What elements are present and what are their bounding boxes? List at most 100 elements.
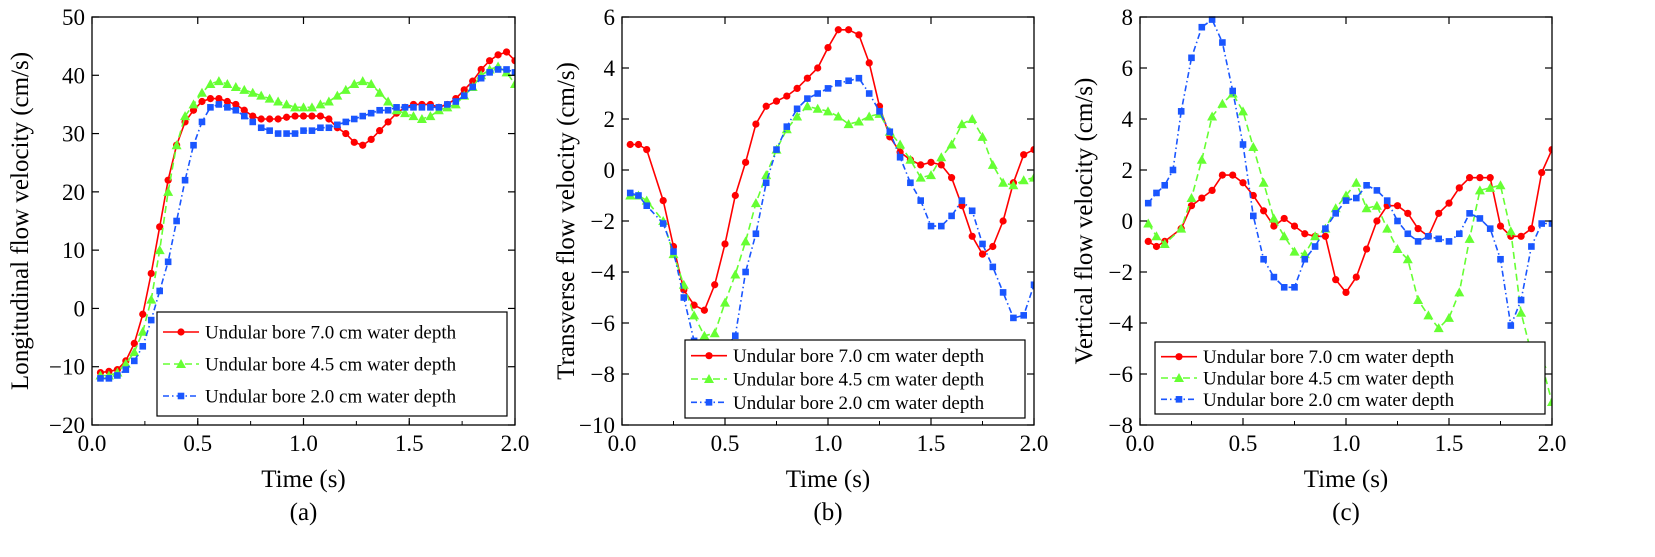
legend-label-3: Undular bore 2.0 cm water depth bbox=[205, 387, 457, 408]
y-tick-label: −8 bbox=[591, 362, 615, 387]
data-point-s2 bbox=[987, 159, 998, 169]
data-point-s1 bbox=[232, 100, 240, 109]
data-point-s2 bbox=[1299, 249, 1310, 259]
data-point-s3 bbox=[274, 130, 282, 137]
data-point-s1 bbox=[494, 51, 502, 59]
data-point-s2 bbox=[1361, 203, 1372, 213]
data-point-s1 bbox=[1030, 146, 1034, 154]
data-point-s3 bbox=[1270, 273, 1278, 281]
data-point-s3 bbox=[122, 366, 130, 373]
y-tick-label: 4 bbox=[1122, 107, 1134, 132]
data-point-s3 bbox=[384, 106, 392, 114]
data-point-s3 bbox=[232, 106, 240, 114]
y-tick-label: 8 bbox=[1122, 5, 1134, 30]
data-point-s3 bbox=[342, 118, 350, 126]
x-axis-title: Time (s) bbox=[261, 466, 346, 493]
y-tick-label: 4 bbox=[604, 56, 616, 81]
data-point-s2 bbox=[967, 114, 978, 123]
data-point-s2 bbox=[298, 102, 309, 112]
data-point-s2 bbox=[1310, 231, 1321, 241]
data-point-s2 bbox=[1268, 213, 1279, 223]
data-point-s1 bbox=[742, 158, 750, 166]
y-tick-label: −20 bbox=[49, 413, 85, 438]
y-tick-label: 2 bbox=[604, 107, 616, 132]
data-point-s1 bbox=[342, 129, 350, 138]
data-point-s2 bbox=[425, 111, 436, 121]
data-point-s2 bbox=[926, 170, 936, 180]
data-point-s3 bbox=[359, 112, 367, 120]
data-point-s3 bbox=[198, 118, 206, 126]
data-point-s2 bbox=[188, 99, 199, 109]
data-point-s1 bbox=[1445, 199, 1453, 207]
data-point-s3 bbox=[824, 85, 832, 92]
data-point-s2 bbox=[1413, 295, 1424, 305]
data-point-s1 bbox=[772, 97, 781, 105]
data-point-s1 bbox=[700, 306, 709, 314]
data-point-s2 bbox=[1196, 154, 1207, 164]
legend-label-1: Undular bore 7.0 cm water depth bbox=[205, 323, 457, 344]
data-point-s2 bbox=[1464, 233, 1475, 243]
data-point-s2 bbox=[1341, 190, 1351, 200]
series-line-1 bbox=[630, 28, 1034, 312]
y-tick-label: 6 bbox=[604, 5, 616, 30]
data-point-s1 bbox=[845, 26, 853, 34]
data-point-s1 bbox=[511, 57, 515, 65]
data-point-s1 bbox=[147, 269, 155, 278]
data-point-s1 bbox=[1517, 232, 1525, 240]
data-point-s2 bbox=[1444, 312, 1454, 322]
y-tick-label: 10 bbox=[62, 238, 85, 263]
data-point-s2 bbox=[180, 111, 191, 121]
data-point-s1 bbox=[1152, 242, 1161, 251]
data-point-s3 bbox=[240, 112, 248, 120]
legend-label-3: Undular bore 2.0 cm water depth bbox=[1203, 390, 1455, 411]
data-point-s1 bbox=[865, 59, 873, 67]
data-point-s1 bbox=[1198, 194, 1206, 202]
data-point-s3 bbox=[1445, 238, 1453, 245]
data-point-s3 bbox=[1311, 243, 1319, 250]
data-point-s3 bbox=[1169, 166, 1177, 174]
data-point-s3 bbox=[1383, 197, 1391, 204]
data-point-s1 bbox=[240, 106, 248, 114]
data-point-s2 bbox=[510, 79, 515, 89]
data-point-s1 bbox=[502, 48, 511, 56]
y-tick-label: −8 bbox=[1109, 413, 1133, 438]
data-point-s1 bbox=[634, 140, 643, 149]
data-point-s2 bbox=[239, 84, 250, 94]
data-point-s2 bbox=[977, 131, 988, 141]
y-tick-label: −4 bbox=[1109, 311, 1134, 336]
data-point-s1 bbox=[927, 158, 935, 166]
data-point-s1 bbox=[948, 174, 956, 182]
y-axis-title: Vertical flow velocity (cm/s) bbox=[1071, 78, 1098, 365]
legend-marker-3 bbox=[177, 392, 185, 400]
x-axis-title: Time (s) bbox=[1304, 466, 1389, 493]
data-point-s3 bbox=[948, 212, 955, 220]
data-point-s1 bbox=[1270, 222, 1278, 230]
data-point-s3 bbox=[190, 141, 197, 149]
data-point-s3 bbox=[249, 118, 257, 126]
data-point-s1 bbox=[1373, 217, 1381, 225]
data-point-s3 bbox=[300, 127, 307, 134]
y-tick-label: 0 bbox=[604, 158, 616, 183]
data-point-s2 bbox=[408, 111, 419, 121]
data-point-s3 bbox=[1373, 187, 1381, 194]
data-point-s2 bbox=[823, 106, 833, 116]
data-point-s1 bbox=[1144, 237, 1152, 245]
data-point-s1 bbox=[308, 112, 316, 120]
data-point-s2 bbox=[1402, 254, 1413, 264]
data-point-s2 bbox=[247, 87, 258, 97]
data-point-s3 bbox=[1476, 215, 1484, 222]
data-point-s3 bbox=[1153, 189, 1160, 197]
data-point-s3 bbox=[1291, 284, 1298, 291]
data-point-s1 bbox=[711, 281, 719, 289]
data-point-s3 bbox=[814, 90, 821, 97]
data-point-s3 bbox=[139, 343, 147, 350]
data-point-s2 bbox=[853, 116, 864, 126]
data-point-s3 bbox=[477, 74, 485, 82]
data-point-s2 bbox=[1505, 226, 1516, 236]
data-point-s3 bbox=[876, 108, 883, 115]
data-point-s2 bbox=[205, 79, 216, 89]
data-point-s1 bbox=[834, 26, 842, 34]
data-point-s1 bbox=[1332, 276, 1340, 284]
x-tick-label: 0.5 bbox=[183, 431, 212, 456]
y-tick-label: 0 bbox=[1122, 209, 1134, 234]
